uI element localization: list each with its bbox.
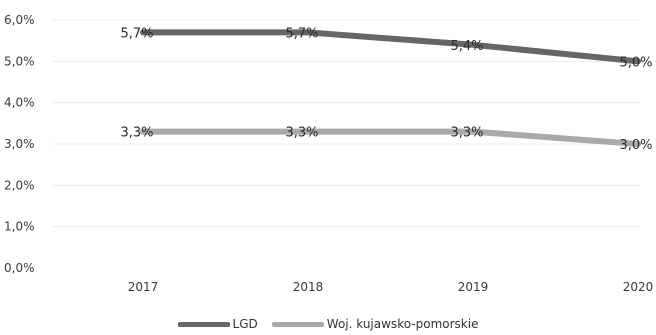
legend-label-lgd: LGD	[232, 317, 258, 331]
x-tick-label: 2020	[623, 280, 654, 294]
y-tick-label: 5,0%	[4, 54, 35, 68]
data-label: 3,3%	[285, 126, 318, 141]
data-label: 3,0%	[619, 138, 652, 153]
x-tick-label: 2019	[458, 280, 489, 294]
data-label: 3,3%	[120, 126, 153, 141]
legend-swatch-lgd	[177, 321, 230, 327]
y-tick-label: 2,0%	[4, 178, 35, 192]
series-line-lgd	[140, 29, 641, 65]
legend-item-lgd: LGD	[177, 317, 258, 331]
x-tick-label: 2018	[293, 280, 324, 294]
series-line-kujawsko-pomorskie	[140, 128, 641, 147]
data-label: 5,4%	[450, 39, 483, 54]
y-axis: 0,0% 1,0% 2,0% 3,0% 4,0% 5,0% 6,0%	[4, 13, 35, 275]
y-tick-label: 3,0%	[4, 137, 35, 151]
y-tick-label: 0,0%	[4, 261, 35, 275]
data-label: 5,7%	[285, 26, 318, 41]
data-label: 5,0%	[619, 55, 652, 70]
y-tick-label: 4,0%	[4, 96, 35, 110]
legend-item-kujawsko-pomorskie: Woj. kujawsko-pomorskie	[271, 317, 479, 331]
x-axis: 2017 2018 2019 2020	[128, 280, 654, 294]
series-lines	[140, 29, 641, 147]
y-tick-label: 6,0%	[4, 13, 35, 27]
x-tick-label: 2017	[128, 280, 159, 294]
data-label: 3,3%	[450, 126, 483, 141]
legend: LGD Woj. kujawsko-pomorskie	[0, 316, 656, 332]
legend-swatch-kujawsko-pomorskie	[271, 321, 324, 327]
y-tick-label: 1,0%	[4, 220, 35, 234]
data-labels: 5,7% 5,7% 5,4% 5,0% 3,3% 3,3% 3,3% 3,0%	[120, 26, 652, 153]
legend-label-kujawsko-pomorskie: Woj. kujawsko-pomorskie	[326, 317, 479, 331]
data-label: 5,7%	[120, 26, 153, 41]
line-chart: 0,0%1,0%2,0%3,0%4,0%5,0%6,0% 2017 2018 201…	[4, 13, 654, 294]
gridlines	[52, 19, 640, 228]
